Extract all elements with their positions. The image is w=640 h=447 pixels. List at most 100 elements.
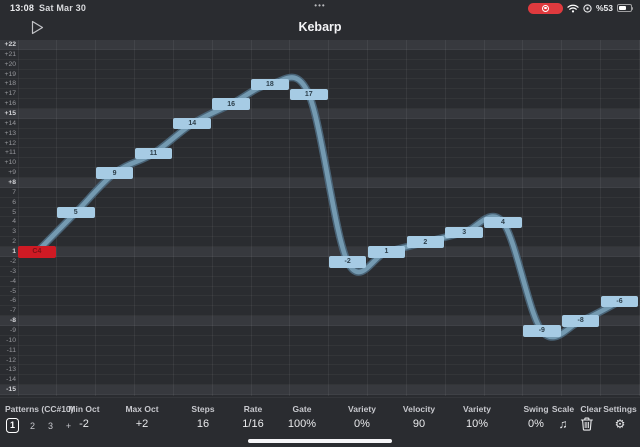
grid-row--13[interactable]: -13	[0, 365, 640, 376]
step-block-14[interactable]: -9	[523, 325, 561, 337]
column-gridline	[172, 40, 174, 396]
wifi-icon	[567, 4, 579, 13]
music-note-icon[interactable]: ♫	[558, 417, 568, 431]
row-label-22: +22	[4, 41, 16, 48]
page-title: Kebarp	[298, 20, 342, 34]
screen-recording-indicator[interactable]	[527, 2, 563, 14]
row-label-13: +13	[4, 129, 16, 137]
row-label-7: 7	[12, 188, 16, 196]
min-oct-label: Min Oct	[68, 404, 100, 414]
trash-icon[interactable]	[580, 417, 601, 431]
grid-row--12[interactable]: -12	[0, 356, 640, 366]
step-block-4[interactable]: 11	[134, 147, 173, 160]
step-block-15[interactable]: -8	[561, 315, 600, 327]
row-label-5: 5	[12, 208, 16, 216]
grid-row--11[interactable]: -11	[0, 346, 640, 356]
column-gridline	[95, 40, 97, 396]
column-gridline	[17, 40, 19, 396]
step-block-2[interactable]: 5	[56, 206, 95, 219]
gate-label: Gate	[292, 404, 312, 414]
rate-value[interactable]: 1/16	[242, 418, 264, 430]
toolbar-field-swing: Swing 0%	[523, 404, 548, 430]
grid-row-22[interactable]: +22	[0, 40, 640, 50]
row-label--12: -12	[6, 356, 16, 364]
row-label-17: +17	[4, 90, 16, 98]
max-oct-value[interactable]: +2	[135, 418, 149, 430]
pattern-button-3[interactable]: 3	[47, 420, 53, 431]
step-block-16[interactable]: -6	[600, 295, 639, 307]
row-label--10: -10	[6, 336, 16, 344]
variety-b-value[interactable]: 10%	[465, 418, 489, 430]
add-pattern-button[interactable]: +	[65, 420, 72, 431]
clock: 13:08 Sat Mar 30	[10, 3, 86, 13]
column-gridline	[367, 40, 369, 396]
multitask-dots-icon: •••	[314, 1, 326, 10]
column-gridline	[56, 40, 58, 396]
status-date: Sat Mar 30	[39, 3, 87, 13]
column-gridline	[250, 40, 252, 396]
variety-a-value[interactable]: 0%	[354, 418, 370, 430]
column-gridline	[211, 40, 213, 396]
row-label--8: -8	[9, 317, 16, 325]
toolbar-field-patterns: Patterns (CC#10) 1 2 3 +	[5, 404, 74, 433]
status-time: 13:08	[10, 3, 35, 13]
column-gridline	[561, 40, 563, 396]
step-block-3[interactable]: 9	[95, 167, 134, 179]
swing-value[interactable]: 0%	[528, 418, 544, 430]
home-indicator[interactable]	[248, 438, 392, 443]
gate-value[interactable]: 100%	[287, 418, 317, 430]
grid-row-21[interactable]: +21	[0, 50, 640, 60]
step-block-8[interactable]: 17	[289, 88, 328, 100]
step-block-5[interactable]: 14	[173, 118, 212, 130]
row-label--7: -7	[9, 307, 16, 315]
row-label-11: +11	[4, 149, 16, 157]
column-gridline	[638, 40, 640, 396]
step-block-9[interactable]: -2	[328, 256, 367, 268]
step-block-12[interactable]: 3	[445, 226, 483, 238]
play-button[interactable]	[28, 18, 46, 36]
scale-label: Scale	[551, 404, 575, 414]
settings-label: Settings	[603, 404, 637, 414]
step-block-6[interactable]: 16	[212, 98, 250, 110]
battery-percent: %53	[595, 3, 613, 13]
root-step-block[interactable]: C4	[18, 246, 56, 258]
toolbar-field-max-oct: Max Oct +2	[125, 404, 158, 430]
steps-value[interactable]: 16	[196, 418, 210, 430]
battery-icon	[617, 4, 634, 12]
min-oct-value[interactable]: -2	[79, 418, 89, 430]
sequencer-grid[interactable]: +22 +21 +20 +19 +18 +17 +16 +15 +14 +13 +12 +11 +10 +…	[0, 40, 640, 396]
grid-row--15[interactable]: -15	[0, 385, 640, 395]
toolbar-field-scale: Scale ♫	[552, 404, 574, 431]
row-label--14: -14	[6, 376, 16, 384]
row-label-1: 1	[12, 248, 16, 256]
bottom-toolbar: Patterns (CC#10) 1 2 3 + Min Oct -2 Max Oct +2 St…	[0, 397, 640, 447]
rate-label: Rate	[243, 404, 263, 414]
grid-row--10[interactable]: -10	[0, 336, 640, 346]
row-label-12: +12	[4, 139, 16, 147]
column-gridline	[444, 40, 446, 396]
row-label-10: +10	[4, 159, 16, 167]
row-label--3: -3	[9, 267, 16, 275]
pattern-button-1[interactable]: 1	[6, 418, 19, 433]
row-label-20: +20	[4, 60, 16, 68]
grid-row-20[interactable]: +20	[0, 60, 640, 70]
step-block-11[interactable]: 2	[406, 236, 445, 248]
row-label--5: -5	[9, 287, 16, 295]
toolbar-field-clear: Clear	[580, 404, 602, 431]
gear-icon[interactable]: ⚙	[614, 417, 626, 431]
row-label-21: +21	[4, 50, 16, 58]
status-bar: 13:08 Sat Mar 30 ••• %53	[0, 0, 640, 16]
step-block-7[interactable]: 18	[251, 78, 289, 91]
toolbar-field-settings: Settings ⚙	[603, 404, 637, 431]
row-label--11: -11	[6, 346, 16, 354]
variety-b-label: Variety	[463, 404, 491, 414]
toolbar-field-rate: Rate 1/16	[242, 404, 263, 430]
grid-row--14[interactable]: -14	[0, 375, 640, 386]
pattern-button-2[interactable]: 2	[29, 420, 35, 431]
row-label-9: +9	[8, 169, 16, 177]
step-block-10[interactable]: 1	[367, 246, 406, 258]
toolbar-field-steps: Steps 16	[191, 404, 214, 430]
row-label-19: +19	[4, 70, 16, 78]
velocity-value[interactable]: 90	[412, 418, 426, 430]
step-block-13[interactable]: 4	[484, 216, 522, 229]
